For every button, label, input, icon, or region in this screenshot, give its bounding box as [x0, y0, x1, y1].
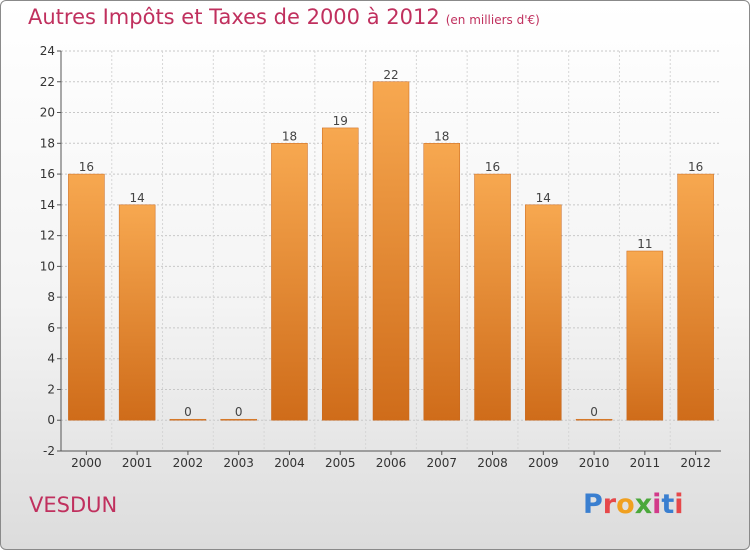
chart-subtitle: (en milliers d'€): [445, 13, 540, 27]
data-label-2001: 14: [130, 191, 145, 205]
bar-2009: [525, 204, 562, 421]
bar-2003: [220, 418, 257, 421]
data-label-2002: 0: [184, 405, 192, 419]
y-tick-label-7: 12: [40, 229, 55, 243]
chart-title: Autres Impôts et Taxes de 2000 à 2012: [28, 5, 440, 29]
y-tick-label-2: 2: [47, 382, 55, 396]
bar-2006: [372, 81, 410, 421]
bar-2001: [118, 204, 156, 421]
bars: [68, 81, 714, 421]
data-label-2006: 22: [383, 68, 398, 82]
bar-2008: [474, 173, 511, 421]
logo-letter: x: [634, 489, 653, 520]
data-label-2000: 16: [79, 160, 94, 174]
y-tick-label-1: 0: [47, 413, 55, 427]
x-tick-label-2010: 2010: [579, 456, 610, 470]
y-tick-label-12: 22: [40, 75, 55, 89]
location-label: VESDUN: [29, 493, 118, 517]
chart-title-line: Autres Impôts et Taxes de 2000 à 2012 (en…: [28, 5, 540, 29]
y-tick-label-10: 18: [40, 136, 55, 150]
logo-letter: r: [602, 489, 617, 520]
x-tick-label-2006: 2006: [376, 456, 407, 470]
y-tick-label-8: 14: [40, 198, 55, 212]
x-tick-label-2005: 2005: [325, 456, 356, 470]
data-labels: 16 14 0 0 18 19 22 18 16 14 0 11 16: [79, 68, 704, 419]
logo-letter: i: [652, 489, 662, 520]
bar-2005: [321, 127, 359, 421]
y-tick-label-0: -2: [43, 444, 55, 458]
axes: [57, 50, 721, 455]
y-tick-label-3: 4: [47, 352, 55, 366]
x-tick-label-2008: 2008: [477, 456, 508, 470]
x-tick-label-2002: 2002: [173, 456, 204, 470]
x-tick-label-2000: 2000: [71, 456, 102, 470]
x-tick-label-2004: 2004: [274, 456, 305, 470]
data-label-2004: 18: [282, 129, 297, 143]
bar-2002: [169, 418, 207, 421]
data-label-2012: 16: [688, 160, 703, 174]
x-tick-labels: 2000 2001 2002 2003 2004 2005 2006 2007 2008 2009…: [71, 456, 711, 470]
x-tick-label-2012: 2012: [680, 456, 711, 470]
logo-letter: P: [583, 489, 603, 520]
proxiti-logo: Proxiti: [583, 489, 684, 520]
logo-letter: t: [661, 489, 675, 520]
y-tick-label-6: 10: [40, 259, 55, 273]
x-tick-label-2007: 2007: [426, 456, 457, 470]
logo-letter: i: [674, 489, 684, 520]
x-tick-label-2003: 2003: [223, 456, 254, 470]
data-label-2011: 11: [637, 237, 652, 251]
bar-2011: [626, 250, 664, 421]
bar-2007: [423, 143, 461, 421]
x-tick-label-2009: 2009: [528, 456, 559, 470]
x-tick-label-2001: 2001: [122, 456, 153, 470]
bar-2004: [271, 143, 308, 421]
data-label-2003: 0: [235, 405, 243, 419]
data-label-2009: 14: [536, 191, 551, 205]
y-tick-label-5: 8: [47, 290, 55, 304]
data-label-2007: 18: [434, 129, 449, 143]
bar-2012: [677, 173, 714, 421]
data-label-2010: 0: [590, 405, 598, 419]
y-tick-label-9: 16: [40, 167, 55, 181]
data-label-2005: 19: [333, 114, 348, 128]
y-tick-label-13: 24: [40, 44, 55, 58]
data-label-2008: 16: [485, 160, 500, 174]
bar-2000: [68, 173, 105, 421]
logo-letter: o: [616, 489, 635, 520]
y-tick-label-11: 20: [40, 106, 55, 120]
y-tick-label-4: 6: [47, 321, 55, 335]
bar-2010: [575, 418, 613, 421]
x-tick-label-2011: 2011: [630, 456, 661, 470]
